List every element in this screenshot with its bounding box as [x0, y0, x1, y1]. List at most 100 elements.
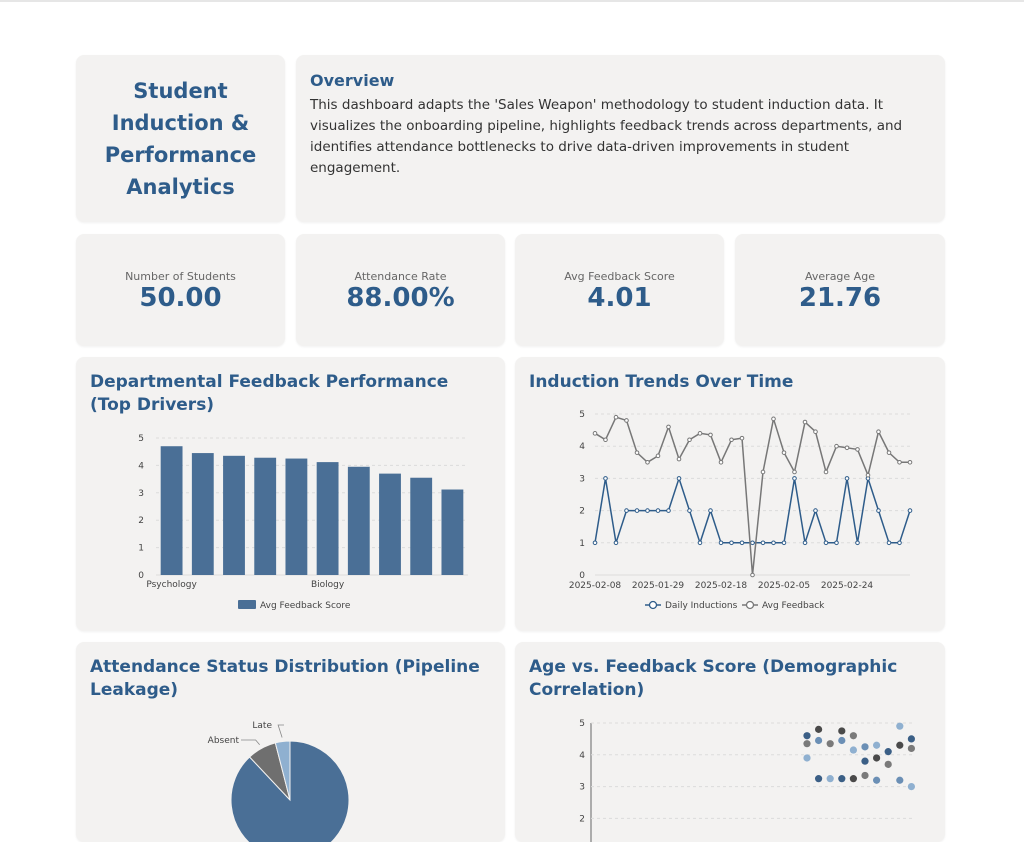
legend-label: Avg Feedback Score [260, 601, 351, 611]
scatter-point [803, 732, 811, 740]
data-point [792, 469, 797, 475]
scatter-point [849, 732, 857, 740]
pie-label: Late [252, 721, 272, 731]
data-point [655, 453, 661, 459]
scatter-point [826, 775, 834, 783]
title-line: Analytics [126, 174, 235, 199]
scatter-point [884, 760, 892, 768]
pie-label: Absent [208, 736, 240, 746]
chart-title: Attendance Status Distribution (Pipeline… [90, 657, 480, 700]
data-point [855, 540, 860, 546]
kpi-value: 4.01 [587, 283, 652, 313]
pie-label-line [277, 724, 284, 738]
scatter-point [861, 771, 869, 780]
data-point [834, 540, 839, 546]
kpi-label: Average Age [805, 270, 875, 283]
data-point [603, 437, 608, 443]
bar [254, 457, 277, 575]
data-point [708, 432, 713, 438]
y-tick-label: 5 [579, 410, 585, 420]
data-point [886, 450, 892, 455]
data-point [613, 414, 619, 420]
legend-marker [745, 600, 755, 610]
legend-label: Daily Inductions [665, 601, 738, 611]
y-tick-label: 2 [579, 814, 585, 824]
y-tick-label: 1 [138, 544, 144, 554]
data-point [645, 460, 650, 465]
data-point [676, 476, 682, 481]
line-chart: 0 1 2 3 4 5 2025-02-08 2025-01-29 2025-02-18 2025… [569, 410, 913, 611]
bar [379, 473, 401, 575]
pie-chart: Absent Late [208, 721, 350, 842]
data-point [624, 418, 629, 423]
scatter-point [849, 746, 857, 754]
data-point [865, 472, 871, 478]
scatter-point [873, 754, 881, 762]
dashboard-title: Student Induction & Performance Analytic… [105, 75, 257, 203]
data-point [813, 508, 818, 513]
data-point [907, 508, 913, 513]
scatter-point [815, 736, 823, 745]
data-point [771, 416, 776, 422]
pie-slice [230, 740, 350, 842]
data-point [634, 450, 640, 455]
kpi-value: 88.00% [346, 283, 455, 313]
scatter-point [861, 757, 869, 765]
data-point [897, 460, 902, 465]
data-point [624, 508, 629, 513]
data-point [729, 437, 734, 443]
data-point [886, 540, 892, 546]
legend-swatch [238, 600, 256, 609]
chart-title: Departmental Feedback Performance (Top D… [90, 372, 449, 415]
legend-label: Avg Feedback [762, 601, 825, 611]
data-point [781, 540, 787, 546]
top-border [0, 0, 1024, 2]
data-point [655, 508, 661, 513]
data-point [592, 431, 598, 436]
data-point [708, 508, 713, 513]
kpi-value: 50.00 [139, 283, 222, 313]
scatter-point [907, 783, 915, 791]
data-point [907, 460, 913, 465]
y-tick-label: 5 [579, 719, 585, 729]
title-card: Student Induction & Performance Analytic… [76, 55, 285, 222]
chart-title: Age vs. Feedback Score (Demographic Corr… [529, 657, 898, 700]
data-point [739, 540, 745, 546]
data-point [634, 508, 640, 513]
scatter-point [896, 776, 904, 784]
data-point [844, 476, 850, 481]
scatter-point [803, 740, 811, 748]
scatter-point [861, 743, 869, 751]
pie-slice [274, 740, 291, 801]
data-point [876, 429, 881, 435]
pie-label-line [241, 739, 260, 746]
bar [285, 458, 308, 575]
y-tick-label: 0 [138, 571, 144, 581]
data-point [844, 445, 850, 451]
data-point [802, 540, 808, 546]
y-tick-label: 4 [579, 442, 585, 452]
data-point [771, 540, 776, 546]
age-feedback-card: Age vs. Feedback Score (Demographic Corr… [515, 642, 945, 842]
data-point [823, 469, 829, 475]
kpi-label: Number of Students [125, 270, 236, 283]
x-tick-label: 2025-01-29 [632, 581, 685, 591]
title-line: Performance [104, 142, 257, 167]
data-point [687, 437, 692, 443]
chart-title: Induction Trends Over Time [529, 372, 794, 392]
data-point [739, 435, 745, 441]
y-tick-label: 4 [138, 461, 144, 471]
y-tick-label: 5 [138, 434, 144, 444]
data-point [760, 540, 766, 546]
data-point [645, 508, 650, 513]
data-point [781, 450, 787, 455]
x-tick-label: Psychology [146, 580, 197, 590]
scatter-point [884, 748, 892, 756]
scatter-point [838, 736, 846, 745]
bar-chart: 0 1 2 3 4 5 Psychology Biology Avg Feedback Scor… [138, 434, 468, 611]
scatter-point [873, 741, 881, 749]
overview-heading: Overview [310, 71, 395, 90]
data-point [613, 540, 619, 546]
bar [410, 477, 433, 575]
